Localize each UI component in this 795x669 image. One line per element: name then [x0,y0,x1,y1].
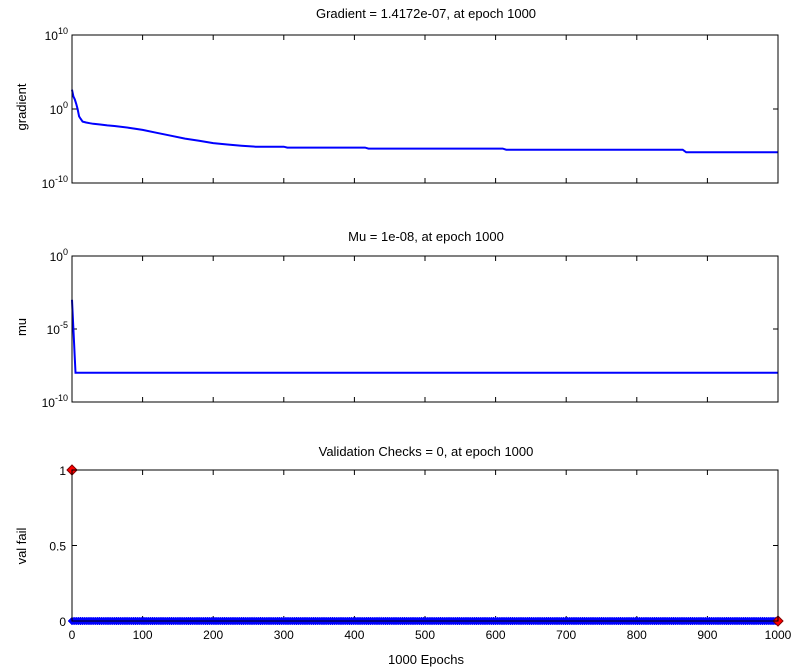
validation-xtick-label: 300 [274,628,294,642]
mu-line [71,299,778,374]
validation-ticks: 0 100 200 300 400 500 600 700 800 900 1000 0 0.5 1 [49,464,791,642]
validation-ylabel: val fail [14,527,29,564]
validation-xtick-label: 500 [415,628,435,642]
mu-axes-box [71,255,779,403]
validation-xtick-label: 400 [344,628,364,642]
validation-panel: Validation Checks = 0, at epoch 1000 val… [14,444,792,667]
validation-axes-box [71,469,779,622]
validation-xtick-label: 0 [69,628,76,642]
validation-title: Validation Checks = 0, at epoch 1000 [319,444,534,459]
mu-series [71,299,778,374]
validation-ytick-label: 0.5 [49,540,66,554]
validation-xtick-label: 700 [556,628,576,642]
gradient-axes-box [71,34,779,184]
validation-xtick-label: 800 [627,628,647,642]
mu-title: Mu = 1e-08, at epoch 1000 [348,229,504,244]
gradient-title: Gradient = 1.4172e-07, at epoch 1000 [316,6,536,21]
validation-xtick-label: 600 [486,628,506,642]
validation-xlabel: 1000 Epochs [388,652,464,667]
validation-ytick-label: 0 [59,615,66,629]
gradient-ylabel: gradient [14,83,29,130]
validation-xtick-label: 900 [697,628,717,642]
validation-xtick-label: 100 [133,628,153,642]
mu-panel: Mu = 1e-08, at epoch 1000 mu 10-1010-510… [14,229,779,410]
validation-xtick-label: 200 [203,628,223,642]
validation-xtick-label: 1000 [765,628,792,642]
gradient-line [71,89,778,154]
mu-ylabel: mu [14,318,29,336]
gradient-series [71,89,778,154]
validation-ytick-label: 1 [59,464,66,478]
